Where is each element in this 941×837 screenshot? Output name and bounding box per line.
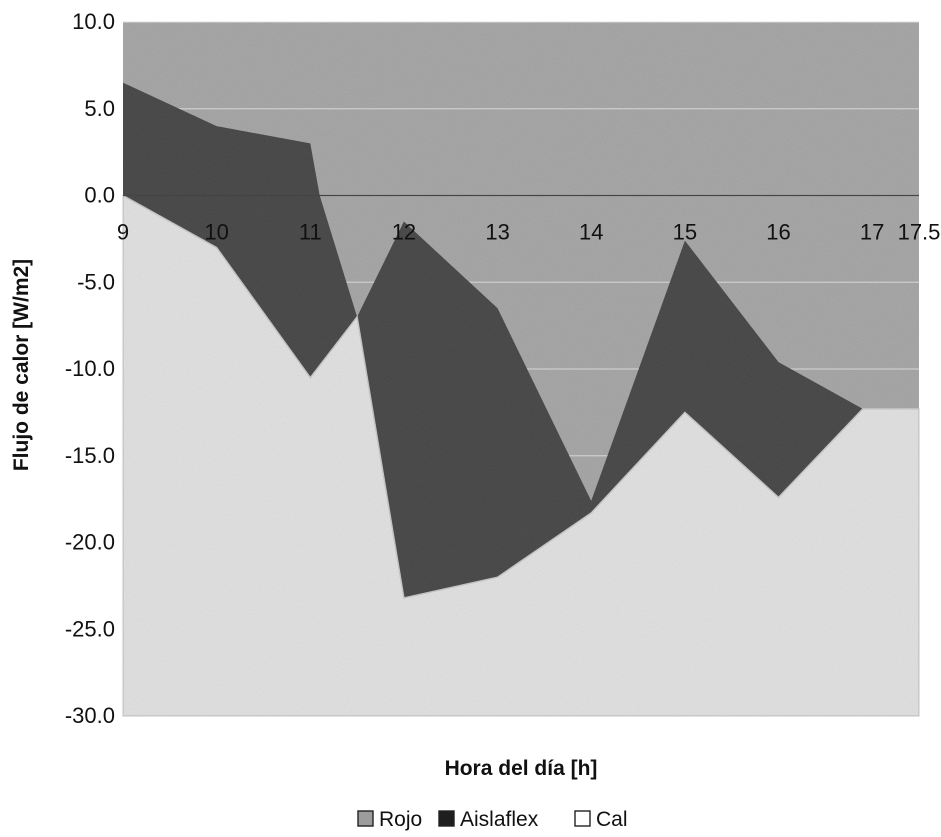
- legend-swatch: [438, 810, 455, 827]
- y-tick-label: -10.0: [65, 356, 115, 381]
- legend-swatch: [357, 810, 374, 827]
- y-tick-label: 10.0: [72, 9, 115, 34]
- legend-item-cal: Cal: [574, 808, 628, 831]
- plot-area: [122, 21, 920, 717]
- x-tick-label: 17: [860, 220, 884, 245]
- x-tick-label: 15: [673, 220, 697, 245]
- y-tick-label: -20.0: [65, 530, 115, 555]
- x-tick-label: 12: [392, 220, 416, 245]
- x-axis-ticks: 9 10 11 12 13 14 15 16 17 17.5: [117, 220, 941, 245]
- plot-texture: [123, 22, 919, 716]
- legend: Rojo Aislaflex Cal: [357, 808, 628, 831]
- x-tick-label: 14: [579, 220, 603, 245]
- y-tick-label: 0.0: [84, 183, 115, 208]
- x-tick-label: 17.5: [898, 220, 941, 245]
- x-tick-label: 16: [766, 220, 790, 245]
- y-tick-label: -25.0: [65, 616, 115, 641]
- y-tick-label: -30.0: [65, 703, 115, 728]
- legend-item-rojo: Rojo: [357, 808, 422, 831]
- legend-item-aislaflex: Aislaflex: [438, 808, 539, 831]
- x-tick-label: 10: [204, 220, 228, 245]
- y-tick-label: -15.0: [65, 443, 115, 468]
- x-tick-label: 11: [299, 220, 322, 245]
- x-axis-title: Hora del día [h]: [445, 757, 598, 780]
- y-axis-ticks: 10.0 5.0 0.0 -5.0 -10.0 -15.0 -20.0 -25.0 -30.0: [65, 9, 115, 728]
- legend-label: Aislaflex: [460, 808, 539, 831]
- y-tick-label: 5.0: [84, 96, 115, 121]
- legend-label: Cal: [596, 808, 628, 831]
- legend-swatch: [574, 810, 591, 827]
- y-tick-label: -5.0: [77, 269, 115, 294]
- legend-label: Rojo: [379, 808, 422, 831]
- x-tick-label: 13: [485, 220, 509, 245]
- y-axis-title: Flujo de calor [W/m2]: [10, 259, 33, 471]
- x-tick-label: 9: [117, 220, 129, 245]
